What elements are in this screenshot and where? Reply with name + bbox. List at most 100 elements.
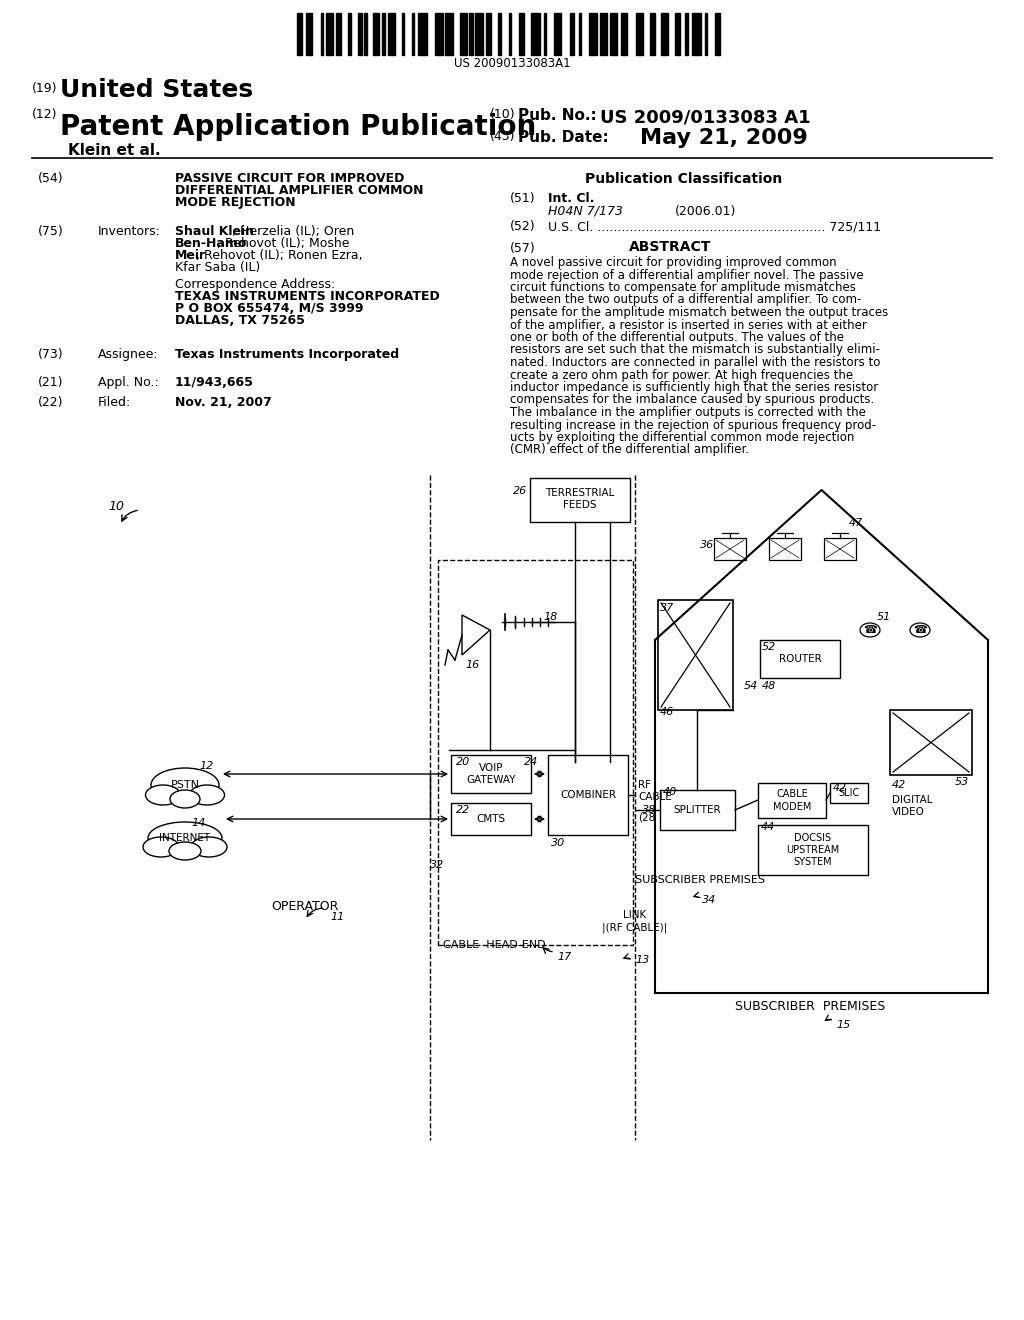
- Text: Patent Application Publication: Patent Application Publication: [60, 114, 537, 141]
- Text: (52): (52): [510, 220, 536, 234]
- Bar: [297, 13, 302, 55]
- Bar: [469, 13, 473, 55]
- Bar: [519, 13, 524, 55]
- Text: Int. Cl.: Int. Cl.: [548, 191, 594, 205]
- Text: A novel passive circuit for providing improved common: A novel passive circuit for providing im…: [510, 256, 837, 269]
- Bar: [660, 789, 735, 830]
- Text: DALLAS, TX 75265: DALLAS, TX 75265: [175, 314, 305, 327]
- Text: 47: 47: [849, 517, 863, 528]
- Text: SUBSCRIBER PREMISES: SUBSCRIBER PREMISES: [635, 875, 765, 884]
- Text: 48: 48: [762, 681, 776, 690]
- Text: between the two outputs of a differential amplifier. To com-: between the two outputs of a differentia…: [510, 293, 861, 306]
- Text: 36: 36: [700, 540, 715, 550]
- Bar: [570, 13, 573, 55]
- Text: MODE REJECTION: MODE REJECTION: [175, 195, 296, 209]
- Ellipse shape: [910, 623, 930, 638]
- Text: PASSIVE CIRCUIT FOR IMPROVED: PASSIVE CIRCUIT FOR IMPROVED: [175, 172, 404, 185]
- Bar: [589, 13, 597, 55]
- Text: OPERATOR: OPERATOR: [271, 900, 339, 913]
- Text: 34: 34: [702, 895, 716, 906]
- Text: P O BOX 655474, M/S 3999: P O BOX 655474, M/S 3999: [175, 302, 364, 315]
- Text: H04N 7/173: H04N 7/173: [548, 205, 623, 218]
- Text: Assignee:: Assignee:: [98, 348, 159, 360]
- Text: Shaul Klein: Shaul Klein: [175, 224, 254, 238]
- Text: ☎: ☎: [913, 624, 927, 635]
- Text: TERRESTRIAL
FEEDS: TERRESTRIAL FEEDS: [546, 488, 614, 511]
- Bar: [326, 13, 333, 55]
- Bar: [412, 13, 414, 55]
- Text: SPLITTER: SPLITTER: [674, 805, 721, 814]
- Bar: [544, 13, 546, 55]
- Text: 53: 53: [954, 777, 969, 787]
- Text: CABLE  HEAD-END: CABLE HEAD-END: [443, 940, 546, 950]
- Text: (21): (21): [38, 376, 63, 389]
- Text: 15: 15: [836, 1020, 850, 1030]
- Text: inductor impedance is sufficiently high that the series resistor: inductor impedance is sufficiently high …: [510, 381, 879, 393]
- Text: create a zero ohm path for power. At high frequencies the: create a zero ohm path for power. At hig…: [510, 368, 853, 381]
- Text: 20: 20: [456, 756, 470, 767]
- Ellipse shape: [143, 837, 179, 857]
- Text: compensates for the imbalance caused by spurious products.: compensates for the imbalance caused by …: [510, 393, 874, 407]
- Text: Kfar Saba (IL): Kfar Saba (IL): [175, 261, 260, 275]
- Text: 11/943,665: 11/943,665: [175, 376, 254, 389]
- Text: Texas Instruments Incorporated: Texas Instruments Incorporated: [175, 348, 399, 360]
- Text: CABLE
MODEM: CABLE MODEM: [773, 789, 811, 812]
- Bar: [658, 601, 733, 710]
- Text: (2006.01): (2006.01): [675, 205, 736, 218]
- Bar: [348, 13, 350, 55]
- Bar: [475, 13, 482, 55]
- Bar: [435, 13, 442, 55]
- Bar: [769, 539, 801, 560]
- Text: 40: 40: [663, 787, 677, 797]
- Text: 52: 52: [762, 642, 776, 652]
- Text: (73): (73): [38, 348, 63, 360]
- Ellipse shape: [148, 822, 222, 854]
- Text: (54): (54): [38, 172, 63, 185]
- Bar: [622, 13, 628, 55]
- Text: 18: 18: [543, 612, 557, 622]
- Text: 10: 10: [108, 500, 124, 513]
- Text: U.S. Cl. ......................................................... 725/111: U.S. Cl. ...............................…: [548, 220, 881, 234]
- Text: Nov. 21, 2007: Nov. 21, 2007: [175, 396, 271, 409]
- Bar: [306, 13, 312, 55]
- Text: PSTN: PSTN: [171, 780, 200, 789]
- Text: DOCSIS
UPSTREAM
SYSTEM: DOCSIS UPSTREAM SYSTEM: [786, 833, 840, 867]
- Text: (28: (28: [638, 812, 655, 822]
- Bar: [660, 13, 669, 55]
- Text: 22: 22: [456, 805, 470, 814]
- Text: (75): (75): [38, 224, 63, 238]
- Bar: [610, 13, 617, 55]
- Text: (43): (43): [490, 129, 515, 143]
- Text: US 2009/0133083 A1: US 2009/0133083 A1: [600, 108, 811, 125]
- Text: CMTS: CMTS: [476, 814, 506, 824]
- Text: ABSTRACT: ABSTRACT: [629, 240, 712, 253]
- Text: SUBSCRIBER  PREMISES: SUBSCRIBER PREMISES: [735, 1001, 885, 1012]
- Bar: [388, 13, 395, 55]
- Text: (12): (12): [32, 108, 57, 121]
- Text: 24: 24: [523, 756, 538, 767]
- Bar: [692, 13, 700, 55]
- Text: Appl. No.:: Appl. No.:: [98, 376, 159, 389]
- Text: 11: 11: [330, 912, 344, 921]
- Bar: [460, 13, 467, 55]
- Text: 42: 42: [833, 783, 847, 793]
- Text: , Rehovot (IL); Ronen Ezra,: , Rehovot (IL); Ronen Ezra,: [196, 249, 362, 261]
- Text: RF
CABLE: RF CABLE: [638, 780, 672, 803]
- Bar: [758, 783, 826, 818]
- Bar: [758, 825, 868, 875]
- Text: 42: 42: [892, 780, 906, 789]
- Bar: [365, 13, 367, 55]
- Ellipse shape: [151, 768, 219, 803]
- Text: mode rejection of a differential amplifier novel. The passive: mode rejection of a differential amplifi…: [510, 268, 863, 281]
- Ellipse shape: [189, 785, 224, 805]
- Bar: [438, 560, 633, 945]
- Text: Publication Classification: Publication Classification: [585, 172, 782, 186]
- Text: (51): (51): [510, 191, 536, 205]
- Bar: [418, 13, 427, 55]
- Text: one or both of the differential outputs. The values of the: one or both of the differential outputs.…: [510, 331, 844, 345]
- Bar: [649, 13, 654, 55]
- Text: US 20090133083A1: US 20090133083A1: [454, 57, 570, 70]
- Bar: [548, 755, 628, 836]
- Bar: [336, 13, 341, 55]
- Ellipse shape: [170, 789, 200, 808]
